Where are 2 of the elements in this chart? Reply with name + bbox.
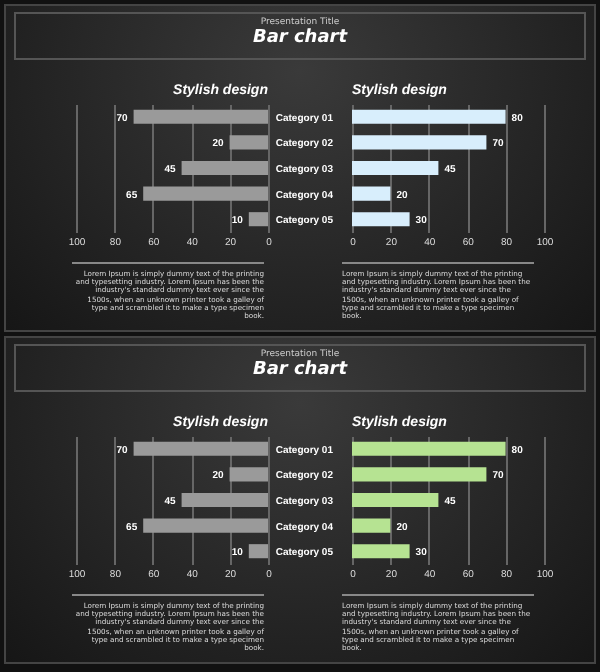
text: Bar chart	[250, 360, 350, 380]
text: Bar chart	[250, 28, 350, 48]
